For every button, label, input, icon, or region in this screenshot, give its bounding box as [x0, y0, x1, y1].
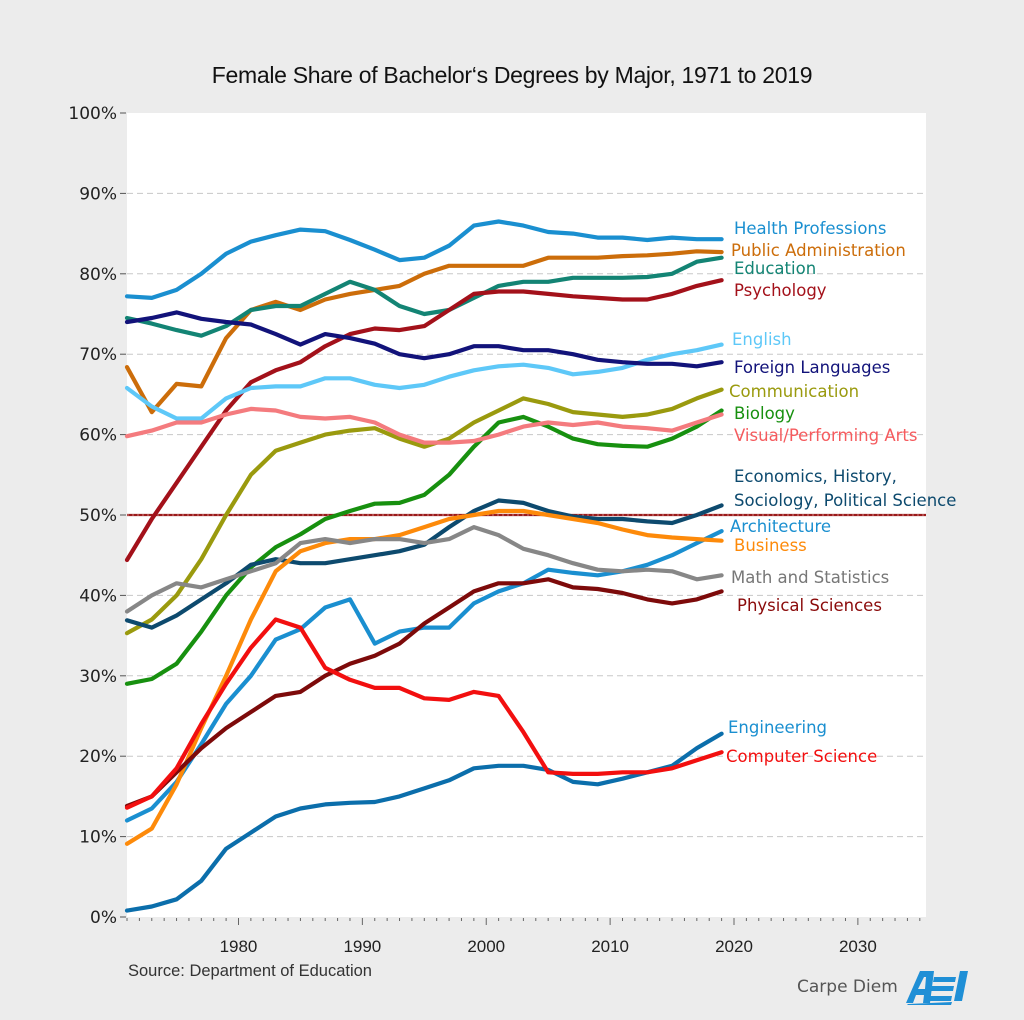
series-line-biology [124, 408, 724, 686]
series-label-math-and-statistics: Math and Statistics [731, 568, 889, 587]
series-lines [124, 219, 724, 913]
series-line-physical-sciences [124, 577, 724, 809]
series-label-economics-history-sociology-political-science: Sociology, Political Science [734, 491, 956, 510]
y-tick-label: 100% [68, 104, 117, 124]
series-label-english: English [732, 330, 792, 349]
x-tick-label: 2000 [467, 937, 505, 956]
y-tick-label: 70% [79, 345, 117, 365]
y-tick-label: 10% [79, 828, 117, 848]
series-line-psychology [124, 278, 724, 563]
series-label-architecture: Architecture [730, 517, 831, 536]
series-label-communication: Communication [729, 382, 859, 401]
series-label-economics-history-sociology-political-science: Economics, History, [734, 467, 897, 486]
series-line-visual-performing-arts [124, 406, 724, 445]
series-line-computer-science [124, 617, 724, 810]
series-line-communication [124, 387, 724, 636]
x-tick-label: 1990 [343, 937, 381, 956]
series-label-public-administration: Public Administration [731, 241, 906, 260]
x-tick-label: 2030 [839, 937, 877, 956]
chart-title: Female Share of Bachelor‘s Degrees by Ma… [211, 62, 813, 88]
series-label-biology: Biology [734, 404, 795, 423]
y-tick-label: 60% [79, 426, 117, 446]
x-tick-label: 2020 [715, 937, 753, 956]
aei-logo-icon[interactable] [904, 969, 974, 1005]
y-tick-label: 50% [79, 506, 117, 526]
y-tick-label: 20% [79, 747, 117, 767]
series-label-business: Business [734, 536, 807, 555]
x-tick-label: 1980 [220, 937, 258, 956]
series-label-visual-performing-arts: Visual/Performing Arts [734, 426, 917, 445]
x-tick-label: 2010 [591, 937, 629, 956]
brand: Carpe Diem [797, 969, 974, 1005]
series-line-health-professions [124, 219, 724, 300]
series-label-psychology: Psychology [734, 281, 827, 300]
source-note: Source: Department of Education [128, 962, 372, 980]
series-line-math-and-statistics [124, 525, 724, 614]
series-label-physical-sciences: Physical Sciences [737, 596, 882, 615]
y-tick-label: 40% [79, 586, 117, 606]
y-axis: 0% 10% 20% 30% 40% 50% 60% 70% 80% 90% 100% [68, 104, 126, 928]
series-line-public-administration [124, 249, 724, 415]
series-label-foreign-languages: Foreign Languages [734, 358, 890, 377]
y-tick-label: 0% [90, 908, 117, 928]
y-tick-label: 30% [79, 667, 117, 687]
y-tick-label: 80% [79, 265, 117, 285]
series-line-english [124, 342, 724, 421]
series-label-computer-science: Computer Science [726, 747, 877, 766]
series-line-engineering [124, 731, 724, 913]
series-line-education [124, 255, 724, 338]
series-label-health-professions: Health Professions [734, 219, 887, 238]
series-label-education: Education [734, 259, 816, 278]
x-axis: 1980 1990 2000 2010 2020 2030 [126, 918, 921, 956]
brand-text: Carpe Diem [797, 977, 898, 997]
series-line-business [124, 508, 724, 846]
series-line-foreign-languages [124, 310, 724, 369]
series-label-engineering: Engineering [728, 718, 827, 737]
y-tick-label: 90% [79, 184, 117, 204]
